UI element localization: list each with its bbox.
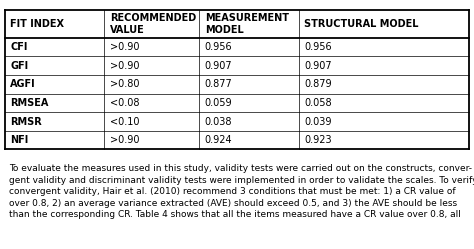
Text: GFI: GFI xyxy=(10,61,28,71)
Text: STRUCTURAL MODEL: STRUCTURAL MODEL xyxy=(304,19,419,29)
Text: RECOMMENDED
VALUE: RECOMMENDED VALUE xyxy=(110,13,196,35)
Text: 0.923: 0.923 xyxy=(304,135,332,145)
Text: <0.08: <0.08 xyxy=(110,98,139,108)
Text: FIT INDEX: FIT INDEX xyxy=(10,19,64,29)
Text: >0.90: >0.90 xyxy=(110,61,139,71)
Text: >0.90: >0.90 xyxy=(110,135,139,145)
Text: 0.907: 0.907 xyxy=(205,61,232,71)
Text: 0.924: 0.924 xyxy=(205,135,232,145)
Text: <0.10: <0.10 xyxy=(110,117,139,126)
Text: RMSR: RMSR xyxy=(10,117,42,126)
Text: RMSEA: RMSEA xyxy=(10,98,49,108)
Text: 0.956: 0.956 xyxy=(205,42,232,52)
Text: 0.059: 0.059 xyxy=(205,98,232,108)
Text: AGFI: AGFI xyxy=(10,79,36,89)
Text: >0.90: >0.90 xyxy=(110,42,139,52)
Text: 0.039: 0.039 xyxy=(304,117,332,126)
Text: 0.907: 0.907 xyxy=(304,61,332,71)
Text: CFI: CFI xyxy=(10,42,28,52)
Text: 0.877: 0.877 xyxy=(205,79,233,89)
Text: 0.956: 0.956 xyxy=(304,42,332,52)
Text: To evaluate the measures used in this study, validity tests were carried out on : To evaluate the measures used in this st… xyxy=(9,164,474,219)
Text: 0.879: 0.879 xyxy=(304,79,332,89)
Text: >0.80: >0.80 xyxy=(110,79,139,89)
Text: MEASUREMENT
MODEL: MEASUREMENT MODEL xyxy=(205,13,289,35)
Text: NFI: NFI xyxy=(10,135,29,145)
Text: 0.038: 0.038 xyxy=(205,117,232,126)
Text: 0.058: 0.058 xyxy=(304,98,332,108)
